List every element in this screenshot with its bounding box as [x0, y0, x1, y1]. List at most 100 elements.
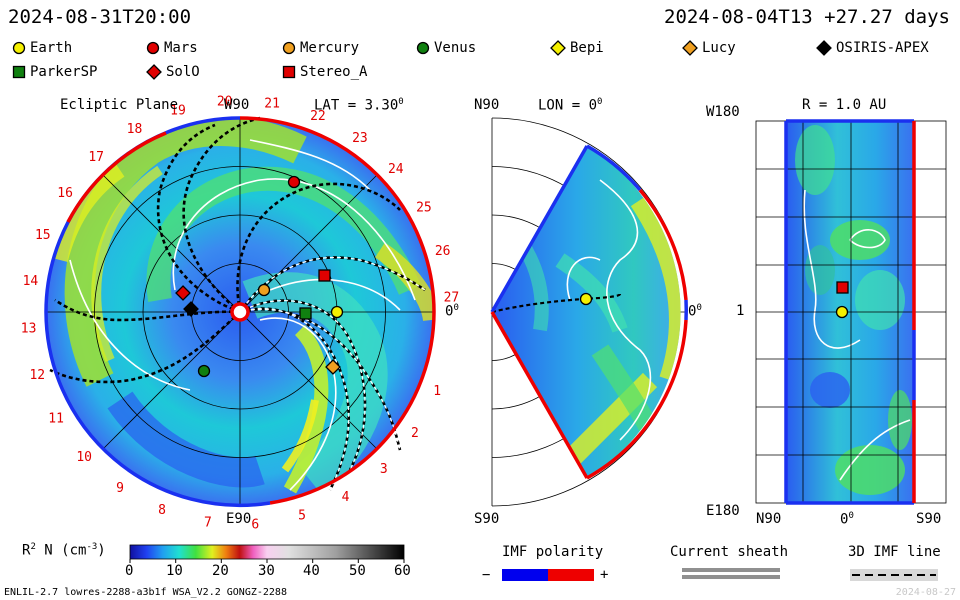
radial-panel	[755, 119, 947, 505]
carrington-label: 27	[444, 291, 460, 306]
bepi-marker-icon	[550, 40, 566, 56]
imf-line-title: 3D IMF line	[848, 544, 941, 560]
carrington-label: 2	[411, 426, 419, 441]
radial-x-right: S90	[916, 511, 942, 527]
legend-label: Mars	[164, 40, 198, 56]
meridional-bottom-label: S90	[474, 511, 500, 527]
radial-top-left: W180	[706, 104, 740, 120]
radial-bottom-left: E180	[706, 503, 740, 519]
legend-label: Earth	[30, 40, 73, 56]
footer-right: 2024-08-27	[895, 587, 956, 598]
stereo-a-marker-icon	[282, 65, 296, 79]
legend-parkersp: ParkerSP	[12, 64, 97, 80]
carrington-label: 14	[23, 274, 39, 289]
legend-lucy: Lucy	[682, 40, 736, 56]
imf-positive-swatch	[548, 569, 594, 581]
colorbar-tick-10: 10	[166, 563, 183, 579]
mercury-marker-icon	[282, 41, 296, 55]
run-time: 2024-08-31T20:00	[8, 6, 192, 28]
meridional-top-label: N90	[474, 97, 500, 113]
meridional-imf-line	[491, 293, 622, 314]
current-sheath-title: Current sheath	[670, 544, 789, 560]
carrington-label: 24	[388, 162, 404, 177]
solo-marker-icon	[146, 64, 162, 80]
carrington-label: 19	[170, 103, 186, 118]
colorbar-tick-0: 0	[125, 563, 134, 579]
carrington-label: 17	[88, 150, 104, 165]
meridional-contours	[566, 179, 652, 441]
mars-marker-icon	[146, 41, 160, 55]
legend-label: Bepi	[570, 40, 604, 56]
ecliptic-contours	[69, 139, 416, 491]
radial-density-features	[795, 125, 912, 495]
earth-marker-icon	[12, 41, 26, 55]
carrington-label: 1	[433, 384, 441, 399]
meridional-right-label: 00	[688, 303, 702, 320]
legend-label: SolO	[166, 64, 200, 80]
carrington-label: 6	[251, 517, 259, 532]
meridional-panel	[490, 117, 689, 507]
carrington-label: 9	[116, 481, 124, 496]
ecliptic-bottom-label: E90	[226, 511, 252, 527]
colorbar-ticks	[129, 559, 405, 563]
ecliptic-right-label: 00	[445, 303, 459, 320]
colorbar-tick-50: 50	[349, 563, 366, 579]
legend-stereo-a: Stereo_A	[282, 64, 367, 80]
legend-label: ParkerSP	[30, 64, 98, 80]
legend-earth: Earth	[12, 40, 72, 56]
colorbar-tick-20: 20	[212, 563, 229, 579]
venus-marker-icon	[416, 41, 430, 55]
sun-marker	[230, 302, 250, 322]
colorbar	[129, 544, 405, 560]
radial-x-left: N90	[756, 511, 782, 527]
legend-label: Lucy	[702, 40, 736, 56]
current-sheath-swatch	[682, 568, 780, 579]
legend-venus: Venus	[416, 40, 476, 56]
legend-label: Venus	[434, 40, 477, 56]
carrington-label: 3	[380, 462, 388, 477]
earth-marker-radial	[835, 305, 849, 319]
earth-marker-meridional	[579, 292, 593, 306]
legend-label: Stereo_A	[300, 64, 368, 80]
carrington-label: 10	[76, 450, 92, 465]
radial-mid-left: 1	[736, 303, 745, 319]
imf-polarity-title: IMF polarity	[502, 544, 604, 560]
lucy-marker	[325, 359, 341, 375]
parkersp-marker-icon	[12, 65, 26, 79]
legend-bepi: Bepi	[550, 40, 604, 56]
carrington-label: 11	[48, 412, 64, 427]
lucy-marker-icon	[682, 40, 698, 56]
parkersp-marker	[299, 307, 312, 320]
colorbar-label: R2 N (cm-3)	[22, 542, 106, 559]
colorbar-tick-40: 40	[303, 563, 320, 579]
carrington-label: 7	[204, 516, 212, 531]
carrington-label: 4	[342, 490, 350, 505]
legend-osiris-apex: OSIRIS-APEX	[816, 40, 929, 56]
legend-label: OSIRIS-APEX	[836, 40, 929, 56]
legend-mars: Mars	[146, 40, 198, 56]
imf-negative-swatch	[502, 569, 548, 581]
carrington-label: 25	[416, 201, 432, 216]
stereo-a-marker	[318, 269, 331, 282]
solo-marker	[175, 285, 191, 301]
carrington-label: 16	[57, 186, 73, 201]
colorbar-tick-60: 60	[394, 563, 411, 579]
radial-x-mid: 00	[840, 511, 854, 528]
mars-marker	[287, 175, 301, 189]
carrington-label: 18	[127, 122, 143, 137]
carrington-label: 5	[298, 509, 306, 524]
legend-label: Mercury	[300, 40, 360, 56]
carrington-label: 12	[29, 368, 45, 383]
colorbar-tick-30: 30	[258, 563, 275, 579]
radial-title: R = 1.0 AU	[802, 97, 887, 113]
carrington-label: 21	[264, 96, 280, 111]
ecliptic-title: Ecliptic Plane	[60, 97, 179, 113]
model-time: 2024-08-04T13 +27.27 days	[664, 6, 950, 28]
stereo-a-marker-radial	[836, 281, 849, 294]
carrington-label: 26	[435, 244, 451, 259]
imf-minus: −	[482, 567, 491, 583]
imf-line-swatch	[850, 569, 938, 581]
imf-plus: +	[600, 567, 609, 583]
